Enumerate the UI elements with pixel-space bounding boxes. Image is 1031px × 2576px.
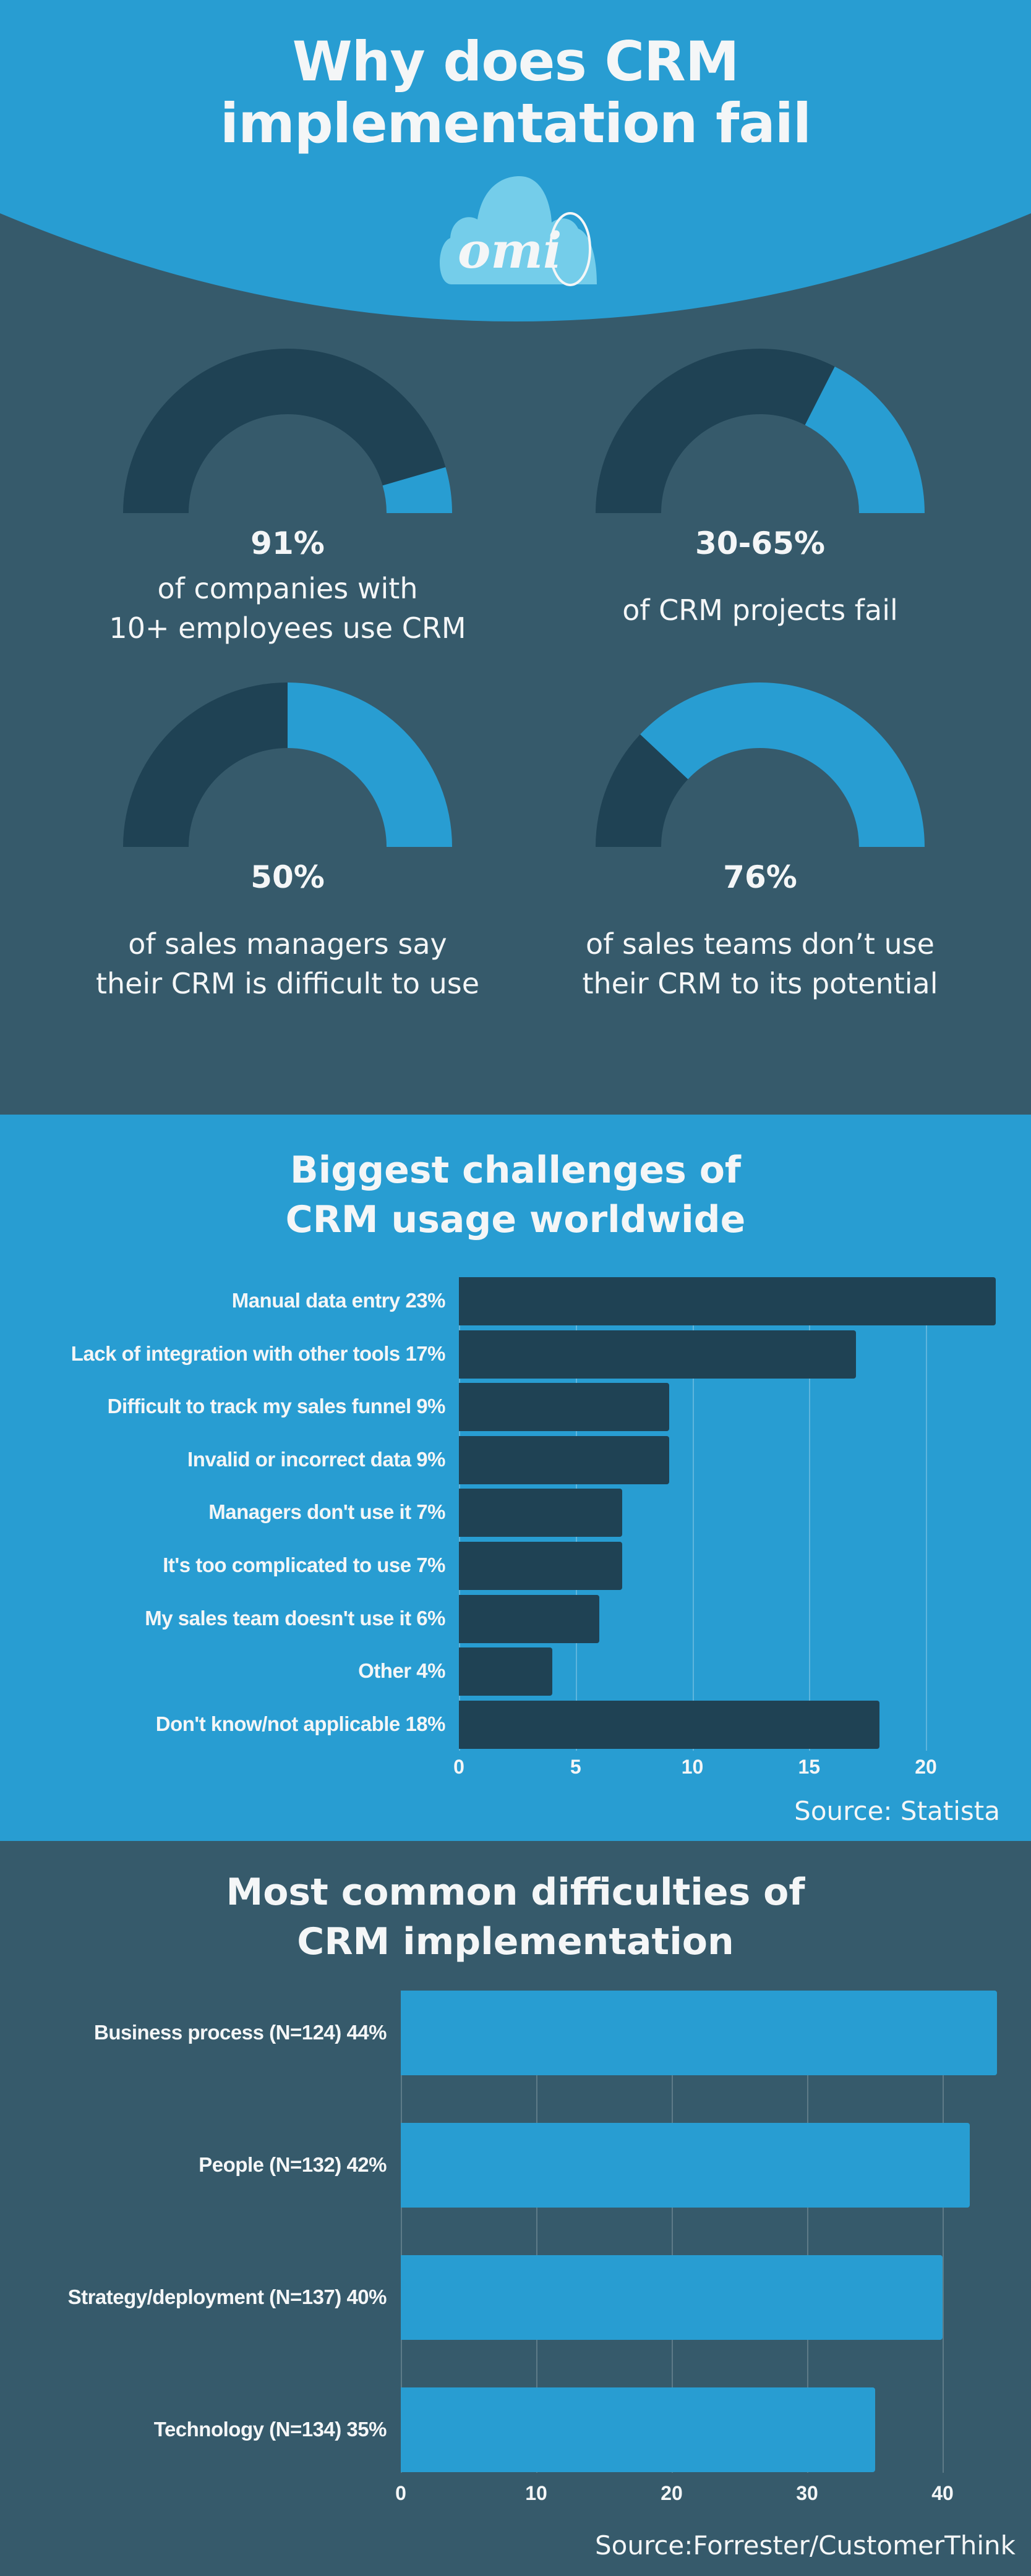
bar-label: Technology (N=134) 35% — [153, 2417, 387, 2441]
bar-label: People (N=132) 42% — [199, 2153, 387, 2176]
bar-label: Managers don't use it 7% — [208, 1500, 445, 1524]
bar — [401, 2255, 943, 2340]
bar-label: Business process (N=124) 44% — [94, 2020, 387, 2044]
stat-value: 50% — [250, 859, 325, 895]
gridline — [692, 1277, 694, 1751]
bar — [459, 1647, 552, 1696]
bar — [459, 1542, 623, 1590]
donut-dark-segment — [596, 349, 835, 513]
stat-description: of sales managers say their CRM is diffic… — [53, 924, 523, 1003]
stat-description-line: 10+ employees use CRM — [109, 611, 466, 645]
stat-value: 30-65% — [695, 525, 825, 561]
bar — [401, 2123, 970, 2208]
difficulties-title: Most common difficulties of CRM implemen… — [0, 1868, 1031, 1966]
donut-blue-segment — [805, 366, 925, 513]
challenges-title: Biggest challenges of CRM usage worldwid… — [0, 1146, 1031, 1244]
stat-value: 91% — [250, 525, 325, 561]
stat-description-line: of companies with — [157, 572, 418, 605]
donut-blue-segment — [288, 682, 452, 847]
x-tick-label: 30 — [796, 2482, 818, 2504]
gridline — [943, 1991, 944, 2473]
bar — [459, 1594, 599, 1643]
difficulties-title-line-2: CRM implementation — [297, 1920, 734, 1963]
donut-charts — [122, 348, 925, 847]
x-tick-label: 40 — [931, 2482, 954, 2504]
challenges-title-line-2: CRM usage worldwide — [285, 1198, 746, 1241]
title-line-2: implementation fail — [220, 91, 811, 155]
x-tick-label: 20 — [915, 1756, 937, 1778]
bar — [459, 1435, 669, 1484]
difficulties-source: Source:Forrester/CustomerThink — [595, 2530, 1016, 2561]
donut-blue-segment — [640, 682, 925, 847]
gridline — [807, 1991, 808, 2473]
difficulties-title-line-1: Most common difficulties of — [226, 1871, 805, 1914]
stat-description: of sales teams don’t use their CRM to its… — [525, 924, 995, 1003]
x-tick-label: 0 — [453, 1756, 464, 1778]
stat-description-line: their CRM is difficult to use — [95, 967, 480, 1000]
omi-cloud-logo: omi — [439, 176, 597, 286]
gridline — [809, 1277, 811, 1751]
bar — [459, 1700, 879, 1749]
stat-description-line: of sales teams don’t use — [586, 927, 935, 961]
gridline — [672, 1991, 673, 2473]
stat-description: of CRM projects fail — [525, 590, 995, 630]
bar-label: Manual data entry 23% — [231, 1289, 446, 1312]
x-tick-label: 10 — [681, 1756, 704, 1778]
bar-label: Strategy/deployment (N=137) 40% — [67, 2285, 387, 2308]
bar — [459, 1383, 669, 1432]
bar-label: Invalid or incorrect data 9% — [187, 1447, 445, 1471]
bar-label: Other 4% — [358, 1659, 445, 1683]
gridline — [926, 1277, 927, 1751]
donut-dark-segment — [596, 734, 688, 847]
logo-ring — [549, 212, 591, 286]
page-title: Why does CRM implementation fail — [0, 31, 1031, 155]
donut-dark-segment — [123, 682, 288, 847]
bar-label: Don't know/not applicable 18% — [155, 1712, 446, 1735]
gridline — [536, 1991, 537, 2473]
bar-label: My sales team doesn't use it 6% — [145, 1606, 445, 1630]
logo-text: omi — [458, 221, 562, 279]
stat-description-line: their CRM to its potential — [582, 967, 938, 1000]
donut-blue-segment — [382, 467, 452, 513]
bar — [459, 1330, 856, 1379]
x-tick-label: 0 — [395, 2482, 406, 2504]
stat-description: of companies with 10+ employees use CRM — [53, 569, 523, 648]
bar — [459, 1489, 623, 1537]
bar-label: Lack of integration with other tools 17% — [71, 1341, 446, 1365]
x-tick-label: 5 — [570, 1756, 581, 1778]
bar-label: It's too complicated to use 7% — [163, 1554, 445, 1576]
stat-description-line: of sales managers say — [128, 927, 447, 961]
title-line-1: Why does CRM — [292, 30, 740, 93]
x-tick-label: 10 — [525, 2482, 547, 2504]
bar — [459, 1277, 996, 1325]
header-background — [0, 0, 1031, 321]
stat-value: 76% — [723, 859, 797, 895]
donut-dark-segment — [122, 348, 446, 513]
challenges-title-line-1: Biggest challenges of — [289, 1149, 742, 1192]
stat-description-line: of CRM projects fail — [622, 593, 898, 627]
bar-label: Difficult to track my sales funnel 9% — [107, 1395, 446, 1418]
x-tick-label: 15 — [798, 1756, 821, 1778]
challenges-source: Source: Statista — [794, 1796, 1000, 1826]
bar — [401, 2387, 875, 2472]
gridline — [401, 1991, 402, 2473]
bar — [401, 1991, 997, 2075]
x-tick-label: 20 — [661, 2482, 683, 2504]
